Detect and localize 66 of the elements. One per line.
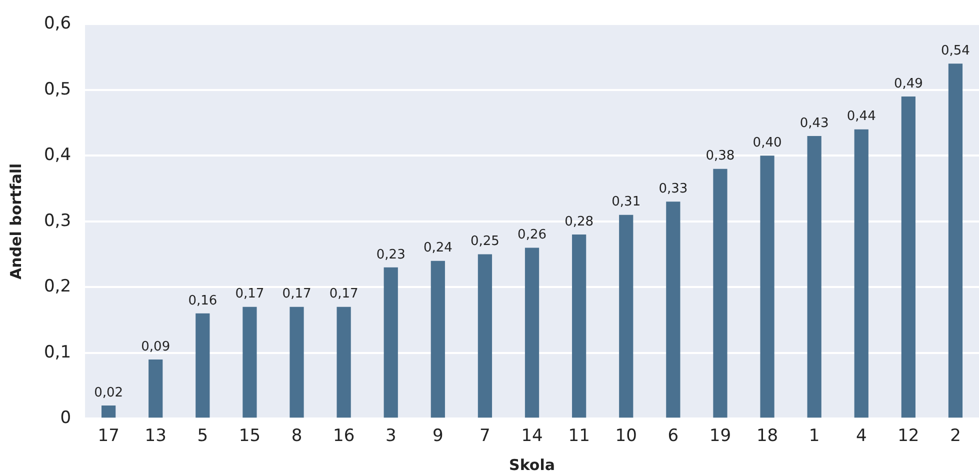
bar bbox=[807, 136, 822, 418]
data-label: 0,17 bbox=[329, 286, 358, 302]
data-label: 0,33 bbox=[658, 182, 688, 197]
y-tick-label: 0,6 bbox=[44, 14, 72, 34]
bar bbox=[478, 254, 492, 418]
data-label: 0,02 bbox=[94, 385, 124, 400]
y-axis-title: Andel bortfall bbox=[6, 163, 25, 280]
data-label: 0,24 bbox=[423, 240, 452, 256]
bar bbox=[102, 405, 116, 418]
x-tick-label: 18 bbox=[756, 426, 778, 446]
x-tick-label: 9 bbox=[432, 426, 444, 446]
x-tick-label: 17 bbox=[98, 426, 120, 446]
x-axis-title: Skola bbox=[509, 456, 555, 474]
x-tick-label: 7 bbox=[480, 426, 490, 446]
bar bbox=[666, 202, 680, 418]
y-tick-label: 0 bbox=[60, 408, 72, 428]
bar bbox=[572, 234, 586, 418]
data-label: 0,17 bbox=[282, 286, 312, 302]
x-tick-label: 3 bbox=[385, 426, 396, 446]
bar bbox=[384, 267, 398, 418]
data-label: 0,43 bbox=[800, 116, 829, 131]
x-tick-label: 4 bbox=[856, 426, 867, 446]
data-label: 0,40 bbox=[752, 136, 782, 151]
bar bbox=[148, 359, 163, 418]
data-label: 0,17 bbox=[235, 286, 264, 302]
data-label: 0,49 bbox=[894, 76, 923, 92]
y-tick-label: 0,3 bbox=[44, 210, 72, 231]
x-tick-label: 19 bbox=[709, 426, 732, 446]
bar bbox=[524, 248, 540, 418]
bar bbox=[430, 260, 445, 418]
data-label: 0,31 bbox=[612, 194, 641, 210]
y-tick-label: 0,1 bbox=[44, 342, 72, 362]
data-label: 0,26 bbox=[518, 228, 546, 243]
data-label: 0,09 bbox=[141, 339, 170, 354]
bar bbox=[336, 306, 351, 418]
x-tick-label: 5 bbox=[197, 426, 208, 446]
bar bbox=[901, 96, 916, 418]
y-tick-label: 0,5 bbox=[44, 79, 72, 100]
x-tick-label: 12 bbox=[898, 426, 920, 446]
x-tick-label: 8 bbox=[291, 426, 302, 446]
x-tick-label: 11 bbox=[568, 426, 590, 446]
y-tick-label: 0,4 bbox=[44, 145, 72, 166]
data-label: 0,38 bbox=[706, 148, 735, 164]
data-label: 0,44 bbox=[846, 109, 876, 124]
bar bbox=[854, 129, 868, 418]
bar bbox=[196, 313, 210, 418]
x-tick-label: 15 bbox=[238, 426, 261, 446]
bar bbox=[760, 156, 774, 418]
x-tick-label: 13 bbox=[144, 426, 166, 446]
bar bbox=[948, 64, 963, 418]
x-tick-label: 1 bbox=[808, 426, 820, 446]
bar bbox=[619, 214, 634, 418]
bar bbox=[713, 168, 728, 418]
data-label: 0,25 bbox=[470, 234, 500, 250]
data-label: 0,23 bbox=[376, 247, 406, 262]
y-tick-label: 0,2 bbox=[44, 276, 72, 297]
x-tick-label: 6 bbox=[668, 426, 679, 446]
bar bbox=[242, 306, 257, 418]
x-tick-label: 14 bbox=[521, 426, 543, 446]
data-label: 0,54 bbox=[941, 44, 970, 59]
x-tick-label: 2 bbox=[950, 426, 961, 446]
data-label: 0,28 bbox=[564, 214, 594, 230]
x-tick-label: 16 bbox=[332, 426, 355, 446]
x-tick-label: 10 bbox=[615, 426, 637, 446]
data-label: 0,16 bbox=[188, 293, 218, 308]
bar bbox=[290, 306, 304, 418]
